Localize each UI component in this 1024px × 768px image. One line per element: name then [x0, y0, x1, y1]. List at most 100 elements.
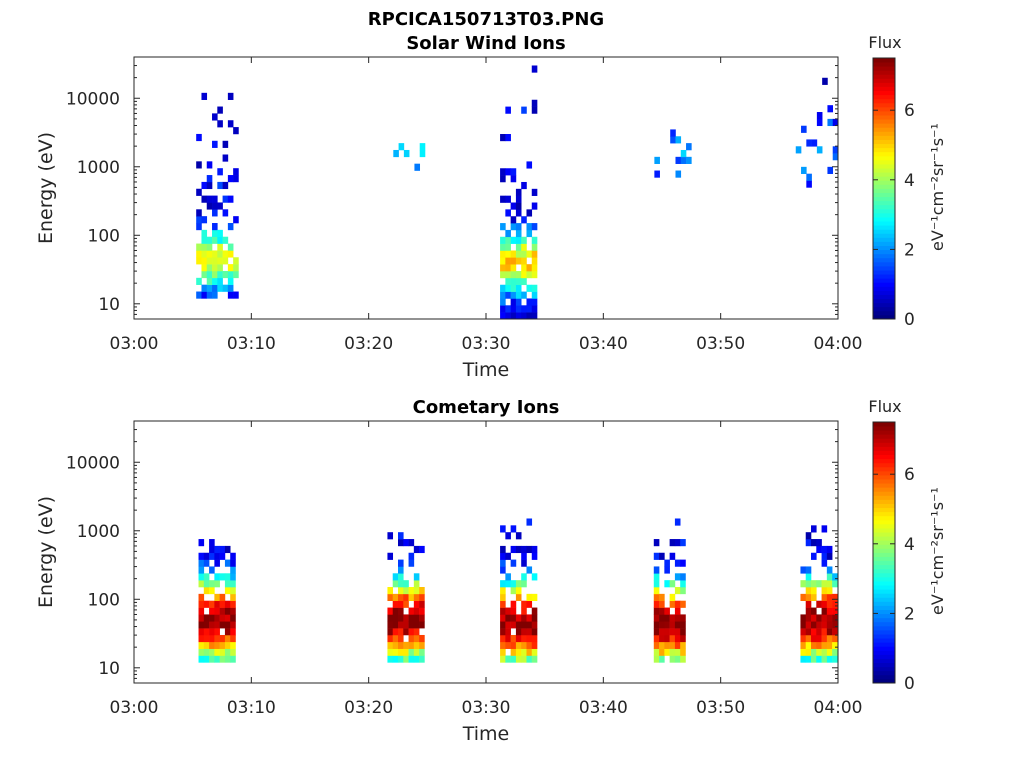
colorbar-segment: [873, 593, 895, 598]
flux-cell: [227, 175, 234, 183]
flux-cell: [521, 628, 527, 636]
flux-cell: [398, 587, 404, 595]
colorbar-segment: [873, 597, 895, 602]
flux-cell: [500, 580, 506, 588]
flux-cell: [403, 614, 409, 622]
x-tick-label: 03:50: [696, 698, 745, 718]
flux-cell: [217, 270, 223, 279]
colorbar-segment: [873, 422, 895, 427]
flux-cell: [500, 134, 506, 142]
flux-cell: [206, 291, 213, 299]
flux-cell: [800, 634, 807, 643]
flux-cell: [510, 223, 517, 231]
flux-cell: [224, 607, 231, 615]
flux-cell: [653, 641, 660, 649]
flux-cell: [212, 250, 218, 258]
flux-cell: [212, 270, 218, 279]
flux-cell: [653, 587, 660, 595]
flux-cell: [500, 168, 506, 176]
flux-cell: [212, 277, 218, 285]
flux-cell: [408, 607, 415, 615]
flux-cell: [419, 587, 425, 595]
flux-cell: [805, 587, 812, 595]
colorbar-segment: [873, 638, 895, 643]
flux-cell: [521, 264, 527, 272]
flux-cell: [680, 641, 686, 649]
flux-cell: [500, 648, 506, 656]
flux-cell: [219, 600, 226, 608]
flux-cell: [531, 284, 538, 292]
flux-cell: [392, 634, 399, 643]
flux-cell: [209, 587, 215, 595]
colorbar-segment: [873, 270, 895, 275]
flux-cell: [217, 229, 223, 238]
y-tick-label: 1000: [77, 158, 120, 178]
flux-cell: [826, 621, 833, 629]
flux-cell: [500, 250, 506, 258]
flux-cell: [500, 628, 506, 636]
colorbar-segment: [873, 581, 895, 586]
flux-cell: [505, 106, 511, 114]
flux-cell: [670, 136, 676, 144]
flux-cell: [827, 166, 834, 174]
colorbar-segment: [873, 111, 895, 116]
flux-cell: [500, 641, 506, 649]
flux-cell: [811, 621, 817, 629]
colorbar-segment: [873, 519, 895, 525]
colorbar-segment: [873, 568, 895, 574]
flux-cell: [821, 587, 828, 595]
flux-cell: [510, 641, 517, 649]
flux-cell: [800, 593, 807, 602]
flux-cell: [505, 552, 511, 560]
flux-cell: [398, 573, 404, 581]
flux-cell: [800, 628, 807, 636]
flux-cell: [515, 634, 522, 643]
flux-cell: [674, 628, 681, 636]
flux-cell: [821, 607, 828, 615]
flux-cell: [500, 236, 506, 244]
colorbar-segment: [873, 560, 895, 566]
flux-cell: [217, 236, 223, 244]
flux-cell: [227, 120, 234, 128]
flux-cell: [510, 236, 517, 244]
flux-cell: [196, 243, 202, 251]
flux-cell: [222, 140, 229, 148]
flux-cell: [510, 305, 517, 313]
flux-cell: [398, 648, 404, 656]
flux-cell: [821, 559, 828, 567]
x-tick-label: 03:10: [227, 334, 276, 354]
flux-cell: [214, 648, 220, 656]
flux-cell: [526, 641, 533, 649]
flux-cell: [526, 518, 533, 526]
flux-cell: [387, 621, 394, 629]
flux-cell: [521, 312, 527, 320]
flux-cell: [233, 216, 239, 224]
flux-cell: [659, 552, 665, 560]
flux-cell: [196, 223, 202, 231]
flux-cell: [222, 270, 229, 279]
flux-cell: [212, 236, 218, 244]
flux-cell: [224, 614, 231, 622]
colorbar-segment: [873, 617, 895, 623]
flux-cell: [806, 139, 812, 147]
colorbar-segment: [873, 241, 895, 246]
flux-cell: [670, 129, 676, 137]
flux-cell: [201, 236, 208, 244]
flux-cell: [392, 655, 399, 663]
flux-cell: [505, 243, 511, 251]
flux-cell: [526, 271, 533, 279]
flux-cell: [521, 236, 527, 244]
flux-cell: [680, 648, 686, 656]
flux-cell: [526, 298, 533, 306]
flux-cell: [403, 641, 409, 649]
colorbar-segment: [873, 274, 895, 279]
flux-cell: [214, 593, 220, 602]
flux-cell: [222, 250, 229, 258]
flux-cell: [664, 648, 670, 656]
flux-cell: [209, 545, 215, 554]
flux-cell: [515, 532, 522, 540]
flux-cell: [230, 580, 236, 588]
flux-cell: [674, 634, 681, 643]
flux-cell: [227, 223, 234, 231]
flux-cell: [230, 628, 236, 636]
